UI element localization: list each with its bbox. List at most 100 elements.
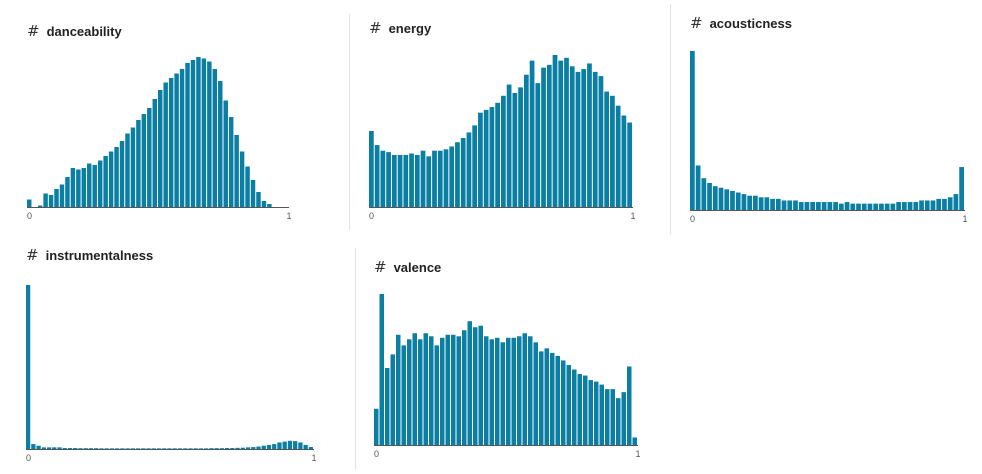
histogram-bar [293, 441, 298, 449]
histogram-bar [572, 369, 577, 445]
histogram-bar [418, 339, 423, 445]
histogram-bar [401, 345, 406, 445]
histogram-bar [781, 200, 787, 210]
histogram-bar [445, 334, 450, 445]
x-tick-label: 0 [374, 449, 379, 459]
histogram-bar [256, 192, 261, 207]
histogram-bar [511, 337, 516, 445]
histogram-bar [456, 336, 461, 445]
histogram-bar [78, 448, 83, 449]
histogram-bar [443, 149, 449, 207]
hash-icon: # [690, 14, 703, 32]
x-tick-label: 0 [27, 211, 32, 221]
histogram-bar [610, 95, 615, 207]
histogram-bar [147, 108, 152, 207]
histogram-bar [546, 64, 552, 207]
chart-header: # valence [374, 258, 441, 276]
histogram-bar [566, 364, 571, 445]
histogram-bar [261, 201, 267, 207]
histogram-bar [141, 448, 146, 449]
histogram-bar [473, 327, 478, 445]
histogram-bar [577, 374, 582, 445]
histogram-bar [753, 195, 758, 210]
x-tick-label: 1 [630, 211, 635, 221]
histogram-bar [65, 177, 70, 207]
histogram-bar [884, 203, 890, 210]
chart-title: danceability [46, 24, 122, 39]
histogram-bar [412, 333, 417, 445]
histogram-bar [587, 63, 592, 207]
chart-header: # acousticness [690, 14, 792, 32]
histogram-bar [87, 163, 92, 207]
x-tick-label: 1 [311, 453, 316, 463]
histogram-bar [588, 380, 593, 445]
histogram-bar [632, 437, 637, 445]
histogram-bar [581, 69, 587, 207]
histogram-bar [558, 60, 564, 207]
histogram-bar [223, 100, 228, 207]
chart-title: instrumentalness [45, 248, 154, 263]
histogram-bar [712, 186, 718, 210]
histogram-bar [901, 202, 907, 210]
histogram-bar [104, 448, 109, 449]
histogram-bar [391, 154, 397, 207]
histogram-bar [512, 93, 518, 207]
histogram-bar [936, 198, 942, 210]
histogram-bar [167, 448, 172, 449]
histogram-bar [108, 151, 114, 207]
histogram-bar [130, 448, 135, 449]
histogram-bar [506, 337, 511, 445]
histogram-bar [390, 354, 395, 445]
histogram-bar [495, 337, 500, 445]
histogram-bar [303, 444, 308, 449]
histogram-bar [959, 167, 964, 210]
histogram-bar [36, 445, 41, 449]
x-tick-label: 0 [369, 211, 374, 221]
histogram-bar [621, 392, 626, 445]
histogram-bar [615, 105, 621, 207]
histogram-bar [833, 202, 838, 210]
histogram-bar [26, 285, 31, 449]
histogram-bar [621, 115, 627, 207]
histogram-bar [550, 352, 555, 445]
histogram-bar [52, 447, 57, 449]
histogram-bar [924, 200, 930, 210]
histogram-bar [109, 448, 115, 449]
histogram-bar [798, 202, 804, 210]
histogram-bar [466, 132, 472, 207]
histogram-bar [467, 321, 472, 445]
histogram-bar [261, 445, 266, 449]
histogram-bar [177, 448, 183, 449]
histogram-bar [627, 122, 632, 207]
histogram-bar [489, 339, 494, 445]
histogram-bar [158, 90, 163, 207]
histogram-bar [125, 448, 130, 449]
histogram-bar [707, 182, 712, 210]
histogram-bar [46, 447, 52, 449]
histogram-bar [298, 442, 303, 449]
histogram-bar [193, 448, 198, 449]
histogram-bar [99, 448, 104, 449]
histogram-bar [522, 333, 527, 445]
histogram-bar [533, 342, 538, 445]
panel-divider [349, 14, 350, 230]
histogram-bar [517, 336, 522, 445]
histogram-bar [561, 360, 566, 445]
histogram-bar [219, 448, 224, 449]
histogram-bar [130, 127, 136, 207]
histogram-bar [67, 448, 73, 449]
hash-icon: # [374, 258, 387, 276]
histogram-bar [70, 168, 76, 207]
histogram-bar [539, 351, 544, 445]
hash-icon: # [26, 246, 39, 264]
histogram-bar [483, 109, 489, 207]
histogram-bar [83, 448, 88, 449]
histogram-bar [403, 154, 409, 207]
histogram-bar [529, 60, 535, 207]
histogram-bar [239, 151, 245, 207]
histogram-bar [890, 203, 896, 210]
chart-title: acousticness [709, 16, 792, 31]
